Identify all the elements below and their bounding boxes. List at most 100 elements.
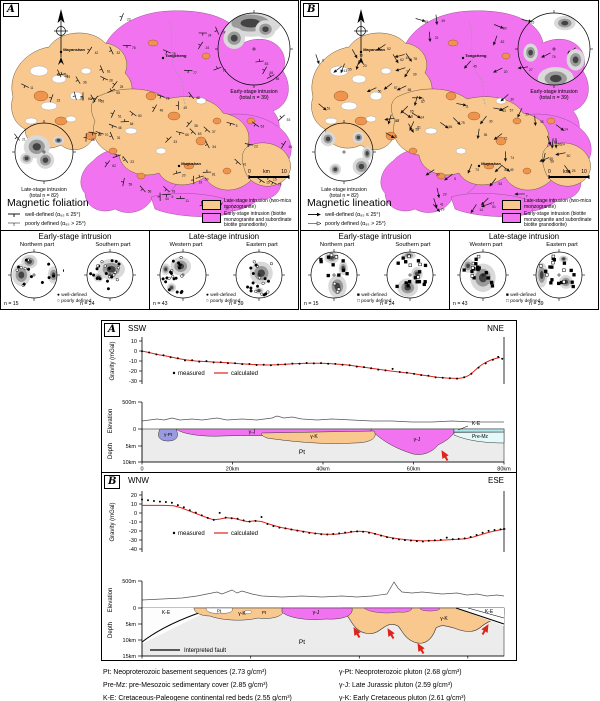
map-legend-early: Early-stage intrusion (biotite monzogran… xyxy=(202,211,294,229)
svg-text:γ-K: γ-K xyxy=(310,434,318,440)
direction-left-b: WNW xyxy=(128,476,149,485)
svg-text:-30: -30 xyxy=(129,538,137,544)
svg-text:59: 59 xyxy=(415,128,419,132)
svg-text:39: 39 xyxy=(525,112,529,116)
stereonet xyxy=(515,10,593,88)
stereonet-part-label: Eastern part xyxy=(246,242,278,248)
scale-ten: 10 xyxy=(581,169,587,175)
legend-measured: measured xyxy=(178,531,205,537)
stereonet-n-count: n = 43 xyxy=(453,301,468,307)
stereonet-early-total-b xyxy=(515,10,593,88)
symbol-legend-well-b: well-defined (α₉₅ ≤ 25°) xyxy=(307,211,380,218)
stereonet-late-total-label-a: Late-stage intrusion (total n = 82) xyxy=(3,187,85,199)
svg-text:15: 15 xyxy=(554,140,558,144)
svg-text:78: 78 xyxy=(172,190,176,194)
svg-text:19: 19 xyxy=(199,180,203,184)
stereonet-label-line1: Early-stage intrusion xyxy=(230,89,278,95)
svg-text:-20: -20 xyxy=(129,369,137,375)
svg-text:10: 10 xyxy=(131,502,137,508)
svg-text:53: 53 xyxy=(261,125,265,129)
svg-text:21: 21 xyxy=(22,137,26,141)
svg-text:49: 49 xyxy=(183,106,187,110)
svg-text:5: 5 xyxy=(454,177,456,181)
svg-text:18: 18 xyxy=(91,138,95,142)
compass-icon xyxy=(354,9,368,65)
symbol-legend-text: poorly defined (α₉₅ > 25°) xyxy=(25,220,86,227)
gravity-chart-a: 10 0 -10 -20 -30 Gravity (mGal) measured calcul… xyxy=(110,337,505,385)
svg-text:45: 45 xyxy=(473,64,477,68)
svg-text:44: 44 xyxy=(165,197,169,201)
red-arrow-icon xyxy=(441,450,449,462)
svg-text:7: 7 xyxy=(526,194,528,198)
legend-item: γ-J: Late Jurassic pluton (2.59 g/cm³) xyxy=(338,682,453,689)
stereonet-plot xyxy=(84,249,136,301)
svg-text:23: 23 xyxy=(127,17,131,21)
net-legend-well: ● well-defined xyxy=(57,293,87,298)
svg-text:20km: 20km xyxy=(226,467,240,473)
svg-text:11: 11 xyxy=(465,105,469,109)
stereonet-row-a: Early-stage intrusion Northern part n = 15… xyxy=(1,230,298,309)
direction-right-b: ESE xyxy=(487,476,504,485)
stereonet xyxy=(233,249,285,301)
svg-text:74: 74 xyxy=(510,156,514,160)
svg-text:γ-K: γ-K xyxy=(440,616,448,622)
magnetic-heading-a: Magnetic foliation xyxy=(7,197,89,209)
svg-text:55: 55 xyxy=(116,91,120,95)
svg-text:26: 26 xyxy=(98,133,102,137)
svg-text:11: 11 xyxy=(185,199,189,203)
unit-legend: Pt: Neoproterozoic basement sequences (2… xyxy=(103,666,517,701)
svg-text:37: 37 xyxy=(212,130,216,134)
svg-text:33: 33 xyxy=(173,140,177,144)
map-legend-b: Late-stage intrusion (two-mica monzogran… xyxy=(502,198,594,231)
svg-text:10km: 10km xyxy=(123,460,137,466)
compass-icon xyxy=(54,9,68,65)
svg-text:77: 77 xyxy=(222,69,226,73)
svg-text:Mayanshan: Mayanshan xyxy=(63,47,85,52)
net-group: Late-stage intrusion Western part n = 43 Ea… xyxy=(449,231,598,309)
stereonet xyxy=(8,249,67,301)
svg-text:77: 77 xyxy=(193,71,197,75)
svg-text:63: 63 xyxy=(502,109,506,113)
svg-text:50: 50 xyxy=(138,114,142,118)
svg-text:62: 62 xyxy=(112,164,116,168)
stereonet xyxy=(312,120,376,184)
gravity-chart-b: 20 10 0 -10 -20 -30 -40 Gravity (mGal) measured c… xyxy=(110,491,506,553)
red-arrow-icon xyxy=(387,628,395,640)
stereonet-label-line1: Late-stage intrusion xyxy=(21,187,67,193)
svg-text:Muyushan: Muyushan xyxy=(181,161,201,166)
stereonet-n-count: n = 24 xyxy=(380,301,395,307)
stereonet-cell: Southern part xyxy=(80,242,146,307)
svg-text:21: 21 xyxy=(394,135,398,139)
stereonet-cell: Northern part xyxy=(304,242,370,307)
svg-text:500m: 500m xyxy=(122,579,136,585)
map-legend-a: Late-stage intrusion (two-mica monzogran… xyxy=(202,198,294,231)
lineation-well-icon xyxy=(308,212,321,217)
svg-text:66: 66 xyxy=(185,133,189,137)
map-legend-late: Late-stage intrusion (two-mica monzogran… xyxy=(202,198,294,210)
svg-text:82: 82 xyxy=(501,40,505,44)
svg-text:0: 0 xyxy=(133,606,136,612)
svg-text:15: 15 xyxy=(273,177,277,181)
stereonet-n-count: n = 39 xyxy=(529,301,544,307)
svg-text:36: 36 xyxy=(83,80,87,84)
scale-bar-line xyxy=(248,175,290,179)
svg-text:70: 70 xyxy=(105,133,109,137)
svg-text:61: 61 xyxy=(417,125,421,129)
svg-text:Depth: Depth xyxy=(108,443,114,459)
stereonet xyxy=(84,249,136,301)
net-point-legend: ● well-defined ○ poorly defined xyxy=(57,293,91,305)
svg-text:-20: -20 xyxy=(129,529,137,535)
net-legend-well: ● well-defined xyxy=(206,293,236,298)
svg-text:24: 24 xyxy=(205,46,209,50)
profile-box-a: A SSW NNE 10 0 -10 -20 -30 Gravity (mGal) meas… xyxy=(101,320,517,473)
svg-text:Muyushan: Muyushan xyxy=(481,161,501,166)
stereonet-n-count: n = 43 xyxy=(153,301,168,307)
svg-text:24: 24 xyxy=(561,142,565,146)
early-stage-swatch xyxy=(202,213,221,224)
svg-text:14: 14 xyxy=(421,115,425,119)
svg-text:55: 55 xyxy=(348,68,352,72)
legend-calculated: calculated xyxy=(231,371,258,377)
late-stage-swatch xyxy=(202,200,221,210)
topography-line xyxy=(141,581,505,601)
